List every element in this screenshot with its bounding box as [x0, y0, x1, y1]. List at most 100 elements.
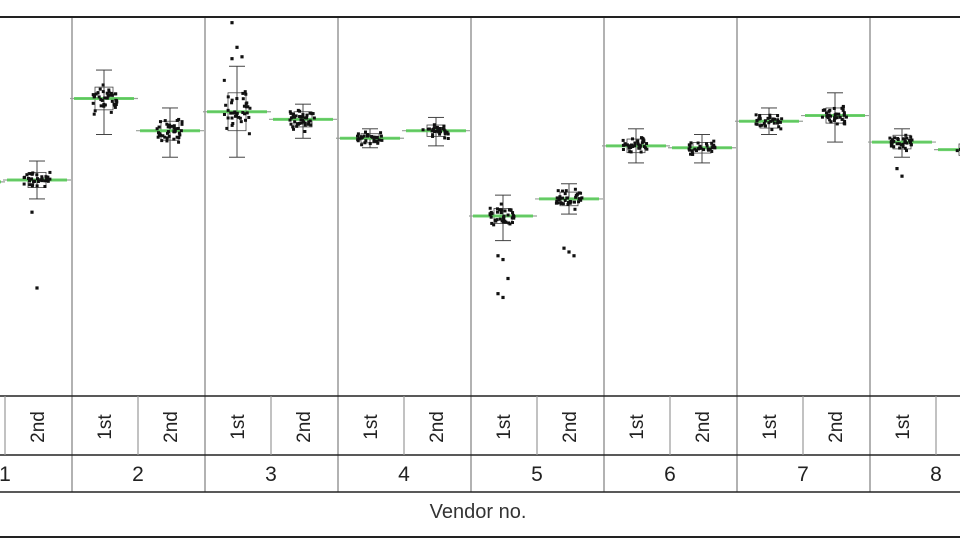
outlier-point: [496, 292, 500, 296]
batch-label: 2nd: [427, 411, 448, 443]
data-point: [22, 182, 26, 186]
batch-label: 1st: [893, 414, 914, 440]
data-point: [499, 208, 503, 212]
data-point: [636, 139, 640, 143]
data-point: [897, 142, 901, 146]
data-point: [559, 201, 563, 205]
data-point: [166, 125, 170, 129]
data-point: [94, 92, 98, 96]
data-point: [99, 104, 103, 108]
data-point: [763, 119, 767, 123]
data-point: [642, 139, 646, 143]
data-point: [175, 135, 179, 139]
vendor-label: 2: [132, 463, 144, 486]
batch-label: 2nd: [28, 411, 49, 443]
data-point: [958, 147, 960, 151]
data-point: [237, 115, 241, 119]
data-point: [226, 95, 230, 99]
data-point: [32, 179, 36, 183]
data-point: [580, 196, 584, 200]
data-point: [288, 110, 292, 114]
data-point: [241, 111, 245, 115]
data-point: [574, 195, 578, 199]
data-point: [492, 223, 496, 227]
outlier-point: [230, 21, 234, 25]
data-point: [777, 125, 781, 129]
data-point: [889, 140, 893, 144]
data-point: [301, 113, 305, 117]
data-point: [303, 116, 307, 120]
data-point: [175, 118, 179, 122]
data-point: [114, 92, 118, 96]
data-point: [645, 142, 649, 146]
data-point: [92, 94, 96, 98]
data-point: [28, 183, 32, 187]
batch-label: 1st: [361, 414, 382, 440]
data-point: [370, 135, 374, 139]
batch-label: 2nd: [294, 411, 315, 443]
data-point: [688, 148, 692, 152]
data-point: [835, 116, 839, 120]
data-point: [178, 133, 182, 137]
data-point: [247, 115, 251, 119]
data-point: [639, 150, 643, 154]
data-point: [621, 147, 625, 151]
data-point: [109, 110, 113, 114]
data-point: [893, 136, 897, 140]
data-point: [442, 124, 446, 128]
data-point: [243, 112, 247, 116]
data-point: [755, 122, 759, 126]
data-point: [630, 137, 634, 141]
data-point: [575, 192, 579, 196]
data-point: [155, 127, 159, 131]
data-point: [25, 173, 29, 177]
data-point: [704, 142, 708, 146]
outlier-point: [506, 276, 510, 281]
data-point: [437, 130, 441, 134]
data-point: [356, 139, 360, 143]
data-point: [778, 120, 782, 124]
data-point: [372, 135, 376, 139]
data-point: [110, 93, 114, 97]
data-point: [630, 144, 634, 148]
data-point: [241, 91, 245, 95]
data-point: [356, 134, 360, 138]
data-point: [770, 128, 774, 132]
data-point: [177, 140, 181, 144]
data-point: [360, 143, 364, 147]
data-point: [114, 98, 118, 102]
data-point: [754, 113, 758, 117]
data-point: [889, 144, 893, 148]
data-point: [303, 123, 307, 127]
data-point: [35, 184, 39, 188]
data-point: [490, 221, 494, 225]
data-point: [377, 138, 381, 142]
data-point: [832, 118, 836, 122]
data-point: [826, 113, 830, 117]
data-point: [908, 138, 912, 142]
data-point: [572, 200, 576, 204]
data-point: [30, 177, 34, 181]
data-point: [688, 143, 692, 147]
data-point: [108, 93, 112, 97]
data-point: [375, 135, 379, 139]
data-point: [637, 146, 641, 150]
data-point: [222, 112, 226, 116]
data-point: [238, 116, 242, 120]
data-point: [165, 131, 169, 135]
data-point: [564, 189, 568, 193]
data-point: [833, 113, 837, 117]
data-point: [827, 109, 831, 113]
data-point: [308, 119, 312, 123]
data-point: [305, 113, 309, 117]
data-point: [905, 141, 909, 145]
data-point: [779, 127, 783, 131]
data-point: [163, 135, 167, 139]
data-point: [292, 112, 296, 116]
data-point: [295, 124, 299, 128]
data-point: [43, 179, 47, 183]
data-point: [40, 177, 44, 181]
data-point: [157, 125, 161, 129]
data-point: [638, 144, 642, 148]
data-point: [905, 136, 909, 140]
